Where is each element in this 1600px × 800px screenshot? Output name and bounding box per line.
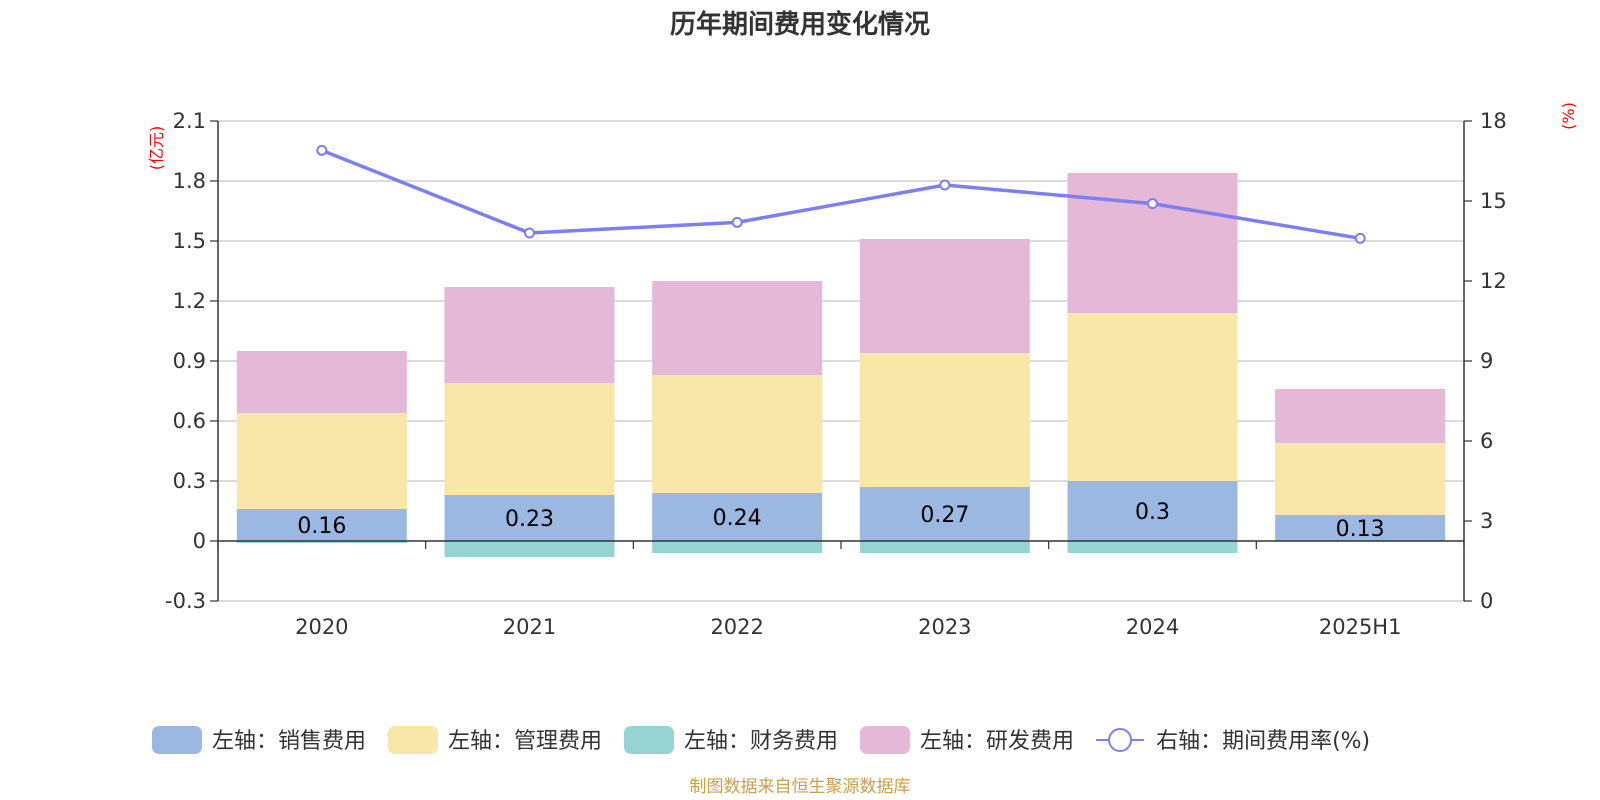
bar-segment xyxy=(652,493,823,541)
legend-label: 左轴：销售费用 xyxy=(212,729,366,754)
x-tick-label: 2024 xyxy=(1126,615,1179,639)
data-label: 0.16 xyxy=(297,514,346,539)
left-tick-label: 1.5 xyxy=(173,229,206,253)
left-tick-label: 0.9 xyxy=(173,349,206,373)
legend-label: 左轴：财务费用 xyxy=(684,729,838,754)
legend-symbol xyxy=(1108,728,1133,752)
data-label: 0.23 xyxy=(505,507,554,532)
bar-segment xyxy=(236,351,407,413)
bar-segment xyxy=(444,541,615,557)
data-label: 0.13 xyxy=(1336,517,1385,542)
bar-segment xyxy=(236,413,407,509)
chart-title: 历年期间费用变化情况 xyxy=(670,9,930,40)
rate-point xyxy=(316,144,328,156)
bar-segment xyxy=(1275,389,1446,443)
right-tick-label: 12 xyxy=(1480,269,1507,293)
right-tick-label: 6 xyxy=(1480,429,1493,453)
bar-segment xyxy=(859,487,1030,541)
left-axis-unit: (亿元) xyxy=(147,126,166,171)
x-tick-label: 2025H1 xyxy=(1319,615,1402,639)
bar-segment xyxy=(1067,481,1238,541)
left-tick-label: 0.3 xyxy=(173,469,206,493)
right-tick-label: 3 xyxy=(1480,509,1493,533)
rate-point xyxy=(939,179,951,191)
right-tick-label: 9 xyxy=(1480,349,1493,373)
legend-label: 左轴：管理费用 xyxy=(448,729,602,754)
bar-segment xyxy=(1275,515,1446,541)
bar-segment xyxy=(236,509,407,541)
bar-segment xyxy=(1067,541,1238,553)
data-labels: 0.16 0.23 0.24 0.27 0.3 0.13 xyxy=(297,500,1384,542)
grid-lines xyxy=(218,120,1464,602)
legend-label: 右轴：期间费用率(%) xyxy=(1156,729,1370,754)
bar-segment xyxy=(444,287,615,383)
bar-segment xyxy=(859,353,1030,487)
right-tick-label: 0 xyxy=(1480,589,1493,613)
legend-symbol xyxy=(860,726,911,754)
legend: 左轴：销售费用 左轴：管理费用 左轴：财务费用 左轴：研发费用 右轴：期间费用率(%) xyxy=(152,726,1370,754)
bar-segment xyxy=(444,383,615,495)
bar-segment xyxy=(444,495,615,541)
data-label: 0.3 xyxy=(1135,500,1170,525)
legend-symbol xyxy=(152,726,202,754)
left-tick-label: 2.1 xyxy=(173,109,206,133)
data-label: 0.27 xyxy=(920,503,969,528)
rate-point xyxy=(524,227,535,239)
left-tick-label: 1.8 xyxy=(173,169,206,193)
left-tick-label: 0 xyxy=(193,529,206,553)
x-tick-label: 2020 xyxy=(295,615,348,639)
rate-line-path xyxy=(321,148,1361,241)
rate-point xyxy=(1354,232,1366,244)
bar-segment xyxy=(652,541,823,553)
bar-segment xyxy=(1067,173,1238,313)
bars xyxy=(236,173,1446,557)
legend-symbol xyxy=(388,726,439,754)
left-tick-label: 1.2 xyxy=(173,289,206,313)
x-tick-label: 2022 xyxy=(710,615,763,639)
right-tick-label: 15 xyxy=(1480,189,1507,213)
bar-segment xyxy=(652,375,823,493)
bar-segment xyxy=(859,541,1030,553)
right-tick-label: 18 xyxy=(1480,109,1507,133)
right-axis-unit: (%) xyxy=(1559,102,1578,130)
x-tick-label: 2023 xyxy=(918,615,971,639)
footer-source: 制图数据来自恒生聚源数据库 xyxy=(690,777,911,797)
bar-segment xyxy=(1067,313,1238,481)
rate-point xyxy=(1147,198,1158,210)
bar-segment xyxy=(236,541,407,543)
data-label: 0.24 xyxy=(713,506,762,531)
left-tick-label: -0.3 xyxy=(165,589,206,613)
bar-segment xyxy=(652,281,823,375)
legend-symbol xyxy=(624,726,675,754)
rate-point xyxy=(731,216,743,228)
axes: 2.1 1.8 1.5 1.2 0.9 0.6 0.3 0 -0.3 18 15 12 9 6 3 0 2020… xyxy=(165,109,1507,639)
x-tick-label: 2021 xyxy=(503,615,556,639)
bar-segment xyxy=(859,239,1030,353)
rate-line xyxy=(316,144,1366,244)
bar-segment xyxy=(1275,443,1446,515)
left-tick-label: 0.6 xyxy=(173,409,206,433)
legend-label: 左轴：研发费用 xyxy=(920,729,1074,754)
